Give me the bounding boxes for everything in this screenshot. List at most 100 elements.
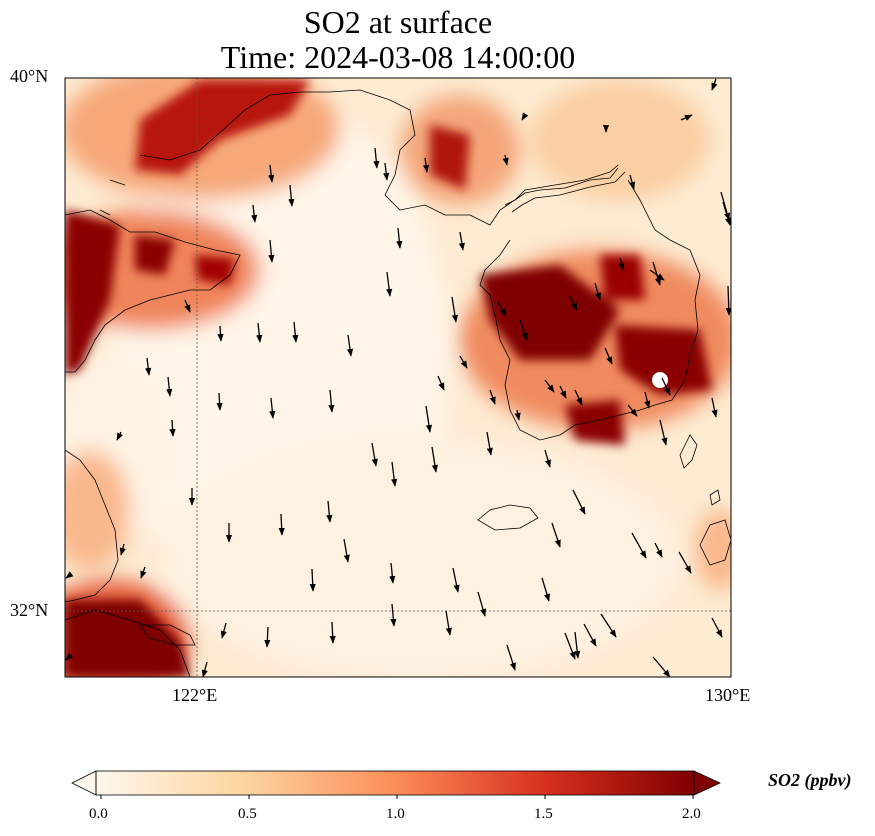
- lat-label-40n: 40°N: [10, 66, 49, 86]
- coastlines: [65, 89, 731, 677]
- wind-vector: [119, 543, 126, 556]
- wind-vector: [268, 164, 275, 183]
- wind-vector: [373, 147, 380, 169]
- colorbar-label: SO2 (ppbv): [768, 770, 852, 790]
- wind-vector: [644, 391, 651, 409]
- wind-vector: [140, 566, 147, 579]
- wind-vector: [425, 405, 433, 433]
- colorbar-tick-2: 1.0: [386, 806, 405, 822]
- wind-vector: [431, 446, 438, 473]
- wind-vector: [502, 154, 509, 166]
- wind-vector: [521, 112, 529, 121]
- wind-vector: [574, 631, 581, 659]
- wind-vector: [711, 617, 723, 638]
- wind-vector: [391, 461, 398, 487]
- wind-vector: [452, 567, 460, 593]
- wind-vector: [541, 577, 550, 602]
- wind-vector: [477, 591, 487, 617]
- gridlines: [65, 78, 731, 677]
- wind-vector: [389, 562, 396, 584]
- wind-vector: [583, 623, 597, 647]
- wind-vector: [343, 538, 350, 563]
- colorbar-tick-1: 0.5: [238, 806, 257, 822]
- wind-vector: [544, 449, 552, 468]
- wind-vector: [371, 442, 378, 467]
- wind-vector: [551, 522, 561, 548]
- wind-vector: [627, 404, 638, 417]
- wind-vector: [725, 285, 731, 316]
- wind-vector: [574, 389, 583, 406]
- map-title-line2: Time: 2024-03-08 14:00:00: [220, 39, 576, 75]
- wind-vector: [396, 227, 403, 249]
- wind-vector: [166, 376, 173, 397]
- wind-vector: [217, 325, 224, 342]
- wind-vector: [329, 621, 336, 644]
- wind-vector: [544, 379, 555, 393]
- wind-vector: [519, 319, 528, 341]
- wind-vector: [459, 355, 468, 369]
- wind-vector: [116, 431, 123, 441]
- wind-vector: [268, 239, 275, 263]
- wind-vector: [278, 513, 285, 536]
- colorbar-tick-3: 1.5: [534, 806, 553, 822]
- so2-field: [65, 78, 731, 677]
- lat-label-32n: 32°N: [10, 600, 49, 620]
- wind-vector: [292, 321, 299, 343]
- wind-vector: [451, 296, 458, 323]
- wind-vector: [216, 392, 223, 411]
- map-title-line1: SO2 at surface: [303, 4, 493, 40]
- wind-vector: [328, 389, 335, 413]
- wind-vector: [437, 375, 445, 391]
- wind-vector: [169, 419, 176, 437]
- wind-vector: [604, 347, 613, 365]
- wind-vector: [458, 231, 465, 251]
- wind-vector: [629, 174, 636, 190]
- wind-vector: [497, 301, 507, 317]
- wind-vector: [383, 162, 390, 181]
- wind-vector: [661, 377, 671, 396]
- wind-vector: [654, 542, 663, 558]
- wind-vector: [309, 568, 316, 592]
- wind-vector: [489, 389, 496, 405]
- lon-label-122e: 122°E: [172, 685, 218, 705]
- wind-vector: [572, 489, 586, 515]
- wind-vector: [506, 644, 516, 671]
- wind-vector: [145, 357, 152, 376]
- wind-vector: [386, 271, 393, 297]
- wind-vector: [564, 632, 576, 660]
- wind-vector: [65, 571, 74, 579]
- wind-vector: [184, 299, 191, 313]
- colorbar-tick-4: 2.0: [682, 806, 701, 822]
- wind-vector: [652, 656, 671, 677]
- wind-vector: [559, 385, 567, 399]
- wind-vector: [659, 419, 668, 446]
- wind-vector: [722, 201, 731, 226]
- wind-vector: [680, 114, 693, 121]
- wind-vector: [220, 622, 227, 639]
- wind-vector: [486, 431, 493, 456]
- wind-vectors: [65, 78, 731, 677]
- map-frame: [64, 77, 732, 678]
- lon-label-130e: 130°E: [705, 685, 751, 705]
- colorbar-tick-0: 0.0: [89, 806, 108, 822]
- wind-vector: [569, 295, 578, 311]
- wind-vector: [514, 409, 521, 421]
- wind-vector: [65, 652, 74, 661]
- wind-vector: [711, 78, 718, 91]
- wind-vector: [422, 157, 430, 173]
- wind-vector: [326, 500, 333, 523]
- wind-vector: [678, 551, 692, 574]
- wind-vector: [251, 204, 258, 223]
- wind-vector: [649, 269, 665, 281]
- wind-vector: [445, 610, 452, 636]
- wind-vector: [711, 397, 718, 418]
- wind-vector: [631, 532, 647, 559]
- wind-vector: [618, 257, 625, 271]
- colorbar: [71, 770, 721, 799]
- wind-vector: [201, 661, 208, 677]
- wind-vector: [346, 334, 354, 357]
- wind-vector: [594, 282, 602, 301]
- wind-vector: [600, 613, 617, 638]
- wind-vector: [256, 322, 263, 343]
